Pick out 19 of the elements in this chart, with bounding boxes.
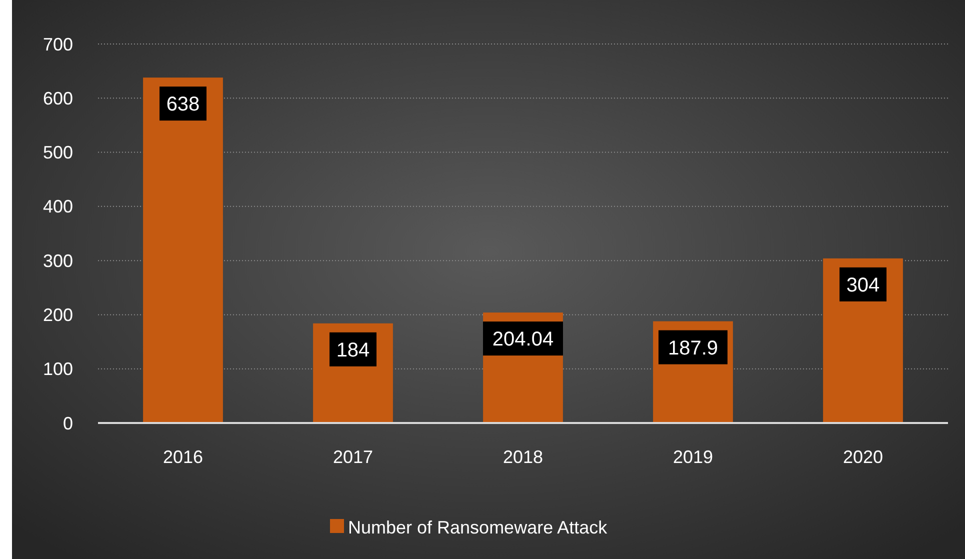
- y-tick-label: 300: [42, 250, 73, 271]
- data-label: 187.9: [668, 337, 718, 360]
- y-tick-label: 500: [42, 142, 73, 163]
- x-tick-label: 2017: [332, 447, 374, 467]
- x-tick-label: 2019: [672, 447, 714, 467]
- data-label: 638: [166, 94, 200, 116]
- y-tick-label: 200: [42, 305, 73, 326]
- x-tick-label: 2018: [502, 447, 544, 467]
- y-tick-label: 100: [42, 359, 73, 380]
- y-tick-label: 0: [62, 413, 73, 434]
- legend-label: Number of Ransomeware Attack: [348, 517, 608, 538]
- data-label: 304: [846, 274, 880, 296]
- data-label: 184: [336, 339, 370, 362]
- x-tick-label: 2020: [842, 447, 884, 467]
- data-label: 204.04: [492, 328, 554, 351]
- x-tick-label: 2016: [162, 447, 204, 467]
- y-tick-label: 700: [42, 34, 73, 54]
- y-tick-label: 600: [42, 88, 73, 108]
- y-tick-label: 400: [42, 196, 73, 217]
